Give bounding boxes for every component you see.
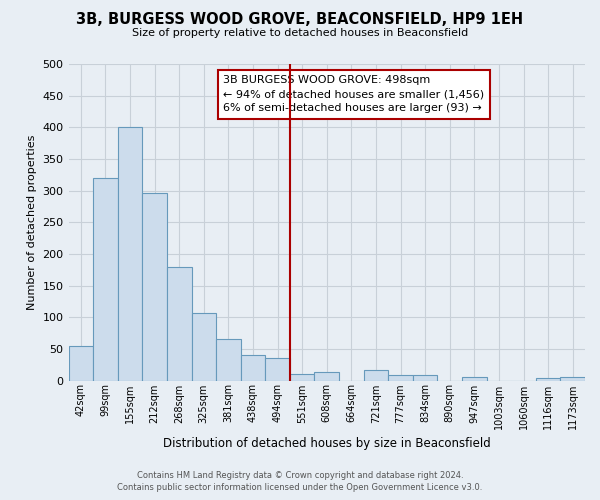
Bar [68,346,93,380]
Bar [241,354,265,380]
Bar [462,378,487,380]
Bar [388,375,413,380]
Bar [314,372,339,380]
Bar [191,313,216,380]
Bar [560,378,585,380]
Text: Size of property relative to detached houses in Beaconsfield: Size of property relative to detached ho… [132,28,468,38]
Bar [93,178,118,380]
Bar [142,192,167,380]
Bar [290,374,314,380]
Y-axis label: Number of detached properties: Number of detached properties [27,134,37,310]
Bar [118,128,142,380]
Bar [167,267,191,380]
Bar [536,378,560,380]
X-axis label: Distribution of detached houses by size in Beaconsfield: Distribution of detached houses by size … [163,437,491,450]
Bar [413,376,437,380]
Bar [216,340,241,380]
Bar [265,358,290,380]
Text: 3B BURGESS WOOD GROVE: 498sqm
← 94% of detached houses are smaller (1,456)
6% of: 3B BURGESS WOOD GROVE: 498sqm ← 94% of d… [223,75,485,113]
Text: Contains HM Land Registry data © Crown copyright and database right 2024.
Contai: Contains HM Land Registry data © Crown c… [118,471,482,492]
Text: 3B, BURGESS WOOD GROVE, BEACONSFIELD, HP9 1EH: 3B, BURGESS WOOD GROVE, BEACONSFIELD, HP… [76,12,524,28]
Bar [364,370,388,380]
